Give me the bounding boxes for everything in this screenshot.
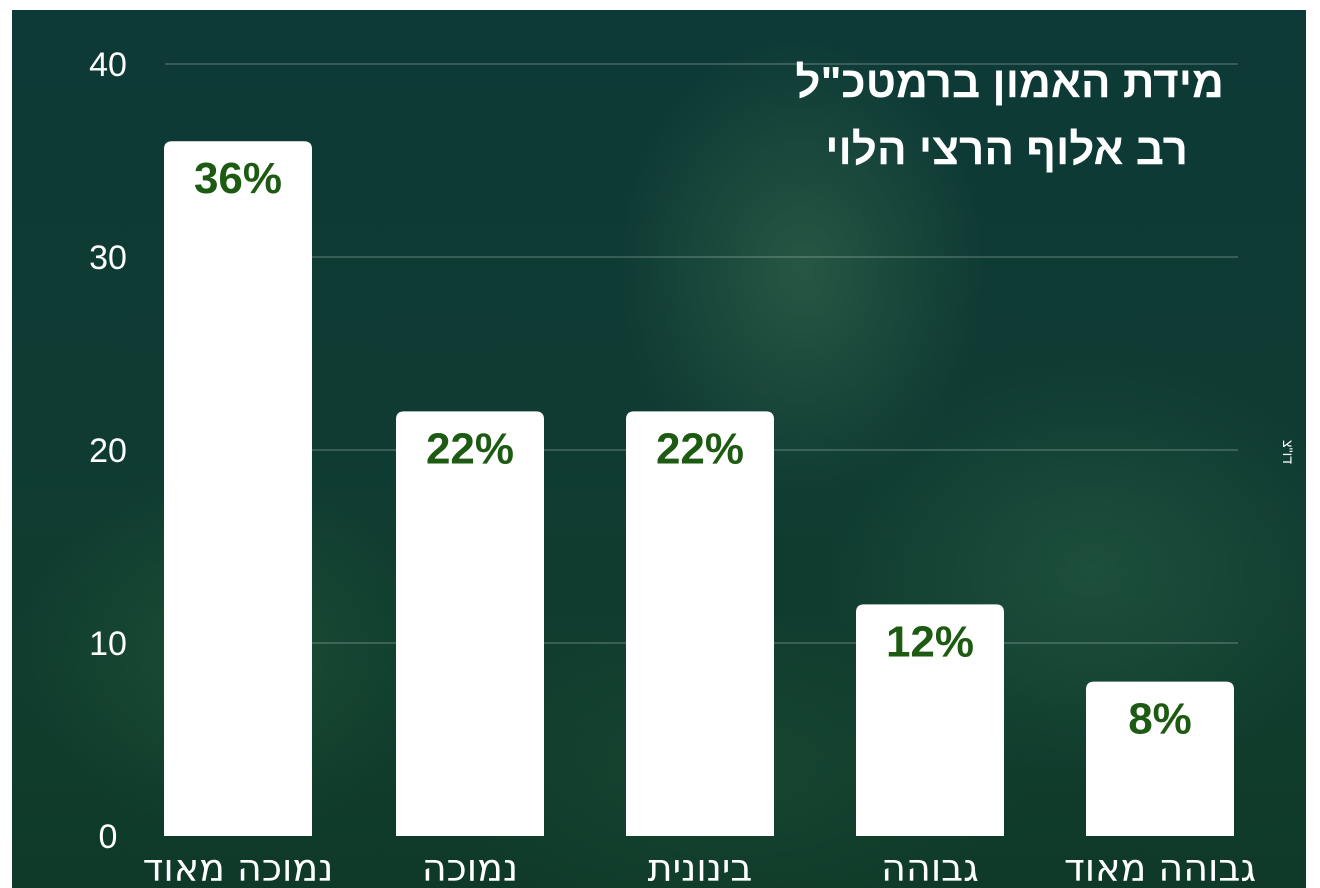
- y-tick-label: 0: [99, 818, 118, 856]
- bar: [856, 604, 1004, 836]
- bar-value-label: 12%: [886, 617, 974, 666]
- frame-top: [0, 0, 1320, 10]
- x-tick-label: נמוכה: [422, 846, 518, 888]
- x-tick-label: נמוכה מאוד: [143, 846, 334, 888]
- bar-value-label: 36%: [194, 154, 282, 203]
- bar-value-label: 22%: [656, 424, 744, 473]
- bar: [1086, 681, 1234, 836]
- y-tick-label: 40: [89, 46, 127, 84]
- x-tick-label: גבוהה מאוד: [1064, 846, 1256, 888]
- chart-title: מידת האמון ברמטכ"ל: [795, 58, 1224, 107]
- x-tick-label: גבוהה: [881, 846, 979, 888]
- frame-left: [0, 0, 12, 888]
- bar: [396, 411, 544, 836]
- y-tick-label: 30: [89, 239, 127, 277]
- frame-right: [1306, 0, 1320, 888]
- bar: [626, 411, 774, 836]
- photo-credit: דו"צ: [1280, 440, 1296, 464]
- x-tick-label: בינונית: [648, 846, 753, 888]
- y-tick-label: 10: [89, 625, 127, 663]
- y-tick-label: 20: [89, 432, 127, 470]
- bar-value-label: 8%: [1128, 695, 1192, 744]
- chart-subtitle: רב אלוף הרצי הלוי: [825, 125, 1188, 174]
- bar: [164, 141, 312, 836]
- bar-value-label: 22%: [426, 424, 514, 473]
